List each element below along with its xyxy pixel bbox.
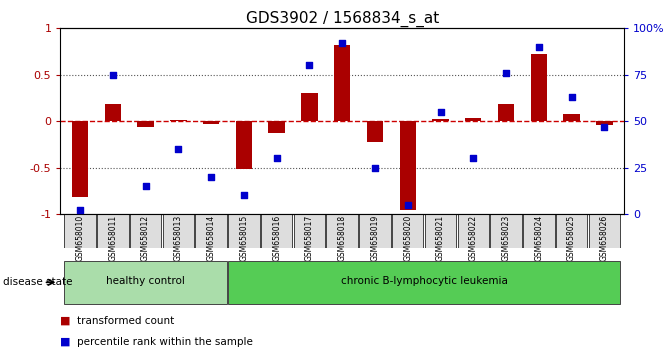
Bar xyxy=(236,121,252,170)
Text: GSM658011: GSM658011 xyxy=(108,215,117,261)
FancyBboxPatch shape xyxy=(556,214,587,248)
Bar xyxy=(268,121,285,133)
Text: healthy control: healthy control xyxy=(106,276,185,286)
Point xyxy=(468,155,478,161)
FancyBboxPatch shape xyxy=(392,214,423,248)
Bar xyxy=(170,120,187,121)
Bar xyxy=(564,114,580,121)
Point xyxy=(566,94,577,100)
Point xyxy=(140,183,151,189)
FancyBboxPatch shape xyxy=(294,214,325,248)
Text: chronic B-lymphocytic leukemia: chronic B-lymphocytic leukemia xyxy=(341,276,507,286)
Point xyxy=(304,63,315,68)
Point xyxy=(533,44,544,50)
Text: ■: ■ xyxy=(60,337,71,347)
FancyBboxPatch shape xyxy=(458,214,489,248)
Text: GSM658026: GSM658026 xyxy=(600,215,609,261)
Text: disease state: disease state xyxy=(3,277,73,287)
Text: GSM658022: GSM658022 xyxy=(469,215,478,261)
Text: transformed count: transformed count xyxy=(77,316,174,326)
Point xyxy=(435,109,446,115)
Bar xyxy=(531,54,547,121)
Text: GSM658018: GSM658018 xyxy=(338,215,347,261)
Text: GSM658013: GSM658013 xyxy=(174,215,183,261)
Point xyxy=(403,202,413,207)
Text: GSM658019: GSM658019 xyxy=(370,215,380,261)
Text: GSM658017: GSM658017 xyxy=(305,215,314,261)
FancyBboxPatch shape xyxy=(97,214,129,248)
Text: GSM658015: GSM658015 xyxy=(240,215,248,261)
FancyBboxPatch shape xyxy=(491,214,522,248)
Point xyxy=(74,207,85,213)
Title: GDS3902 / 1568834_s_at: GDS3902 / 1568834_s_at xyxy=(246,11,439,27)
Point xyxy=(238,193,249,198)
Bar xyxy=(432,119,449,121)
Point xyxy=(337,40,348,46)
Point xyxy=(501,70,511,76)
FancyBboxPatch shape xyxy=(228,261,620,304)
FancyBboxPatch shape xyxy=(130,214,161,248)
Bar xyxy=(72,121,89,197)
Bar xyxy=(399,121,416,210)
FancyBboxPatch shape xyxy=(588,214,620,248)
FancyBboxPatch shape xyxy=(261,214,293,248)
Point xyxy=(370,165,380,170)
Text: ■: ■ xyxy=(60,316,71,326)
Bar xyxy=(498,104,514,121)
FancyBboxPatch shape xyxy=(228,214,260,248)
FancyBboxPatch shape xyxy=(359,214,391,248)
Text: GSM658020: GSM658020 xyxy=(403,215,412,261)
Point xyxy=(173,146,184,152)
Text: GSM658014: GSM658014 xyxy=(207,215,215,261)
FancyBboxPatch shape xyxy=(64,261,227,304)
Text: GSM658021: GSM658021 xyxy=(436,215,445,261)
Bar xyxy=(138,121,154,127)
Point xyxy=(206,174,217,180)
FancyBboxPatch shape xyxy=(327,214,358,248)
FancyBboxPatch shape xyxy=(64,214,96,248)
FancyBboxPatch shape xyxy=(162,214,194,248)
Text: GSM658025: GSM658025 xyxy=(567,215,576,261)
Text: GSM658024: GSM658024 xyxy=(534,215,544,261)
Bar xyxy=(334,45,350,121)
Bar xyxy=(465,118,482,121)
Bar xyxy=(596,121,613,125)
Text: percentile rank within the sample: percentile rank within the sample xyxy=(77,337,253,347)
FancyBboxPatch shape xyxy=(195,214,227,248)
Bar xyxy=(203,121,219,124)
Bar xyxy=(301,93,317,121)
FancyBboxPatch shape xyxy=(425,214,456,248)
Text: GSM658023: GSM658023 xyxy=(501,215,511,261)
Bar xyxy=(105,104,121,121)
FancyBboxPatch shape xyxy=(523,214,554,248)
Point xyxy=(107,72,118,78)
Point xyxy=(599,124,610,130)
Text: GSM658016: GSM658016 xyxy=(272,215,281,261)
Bar xyxy=(367,121,383,142)
Text: GSM658012: GSM658012 xyxy=(141,215,150,261)
Text: GSM658010: GSM658010 xyxy=(76,215,85,261)
Point xyxy=(271,155,282,161)
